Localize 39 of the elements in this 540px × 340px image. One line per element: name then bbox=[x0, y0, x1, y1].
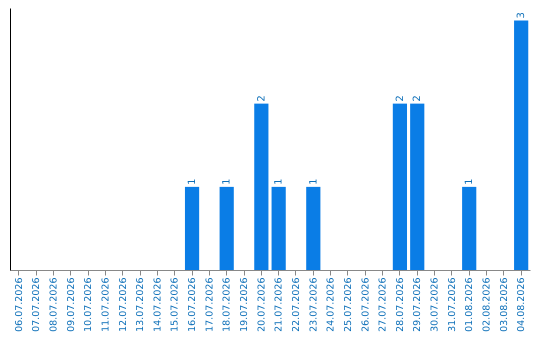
data-label: 1 bbox=[274, 178, 285, 185]
x-tick-label: 16.07.2026 bbox=[187, 278, 198, 332]
x-tick-label: 23.07.2026 bbox=[308, 278, 320, 332]
x-tick-label: 03.08.2026 bbox=[498, 278, 510, 332]
x-tick-label: 29.07.2026 bbox=[412, 278, 424, 332]
x-tick-label: 12.07.2026 bbox=[118, 278, 129, 332]
x-tick-label: 17.07.2026 bbox=[204, 278, 216, 332]
x-tick-label: 19.07.2026 bbox=[239, 278, 250, 332]
data-label: 2 bbox=[394, 95, 406, 102]
x-tick-label: 26.07.2026 bbox=[360, 278, 372, 332]
x-tick-label: 27.07.2026 bbox=[378, 278, 389, 332]
x-tick-label: 31.07.2026 bbox=[446, 278, 458, 332]
x-tick-label: 02.08.2026 bbox=[482, 278, 493, 332]
x-tick-label: 18.07.2026 bbox=[222, 278, 233, 332]
x-tick-label: 20.07.2026 bbox=[256, 278, 268, 332]
x-tick-label: 15.07.2026 bbox=[170, 278, 181, 332]
x-tick-label: 09.07.2026 bbox=[66, 278, 77, 332]
data-label: 1 bbox=[308, 178, 320, 185]
data-label: 3 bbox=[516, 12, 528, 18]
data-label: 1 bbox=[464, 178, 476, 185]
data-label: 2 bbox=[412, 95, 424, 102]
x-tick-label: 30.07.2026 bbox=[430, 278, 441, 332]
x-tick-label: 06.07.2026 bbox=[14, 278, 25, 332]
x-tick-label: 22.07.2026 bbox=[290, 278, 302, 332]
x-tick-label: 07.07.2026 bbox=[31, 278, 42, 332]
data-label: 1 bbox=[187, 178, 198, 185]
x-tick-label: 21.07.2026 bbox=[274, 278, 285, 332]
x-tick-label: 11.07.2026 bbox=[100, 278, 112, 332]
x-tick-label: 01.08.2026 bbox=[464, 278, 476, 332]
x-tick-label: 04.08.2026 bbox=[516, 278, 528, 332]
x-tick-label: 13.07.2026 bbox=[135, 278, 146, 332]
x-tick-label: 28.07.2026 bbox=[394, 278, 406, 332]
x-tick-label: 08.07.2026 bbox=[48, 278, 60, 332]
data-label: 2 bbox=[256, 95, 268, 102]
x-tick-label: 24.07.2026 bbox=[326, 278, 337, 332]
x-tick-label: 14.07.2026 bbox=[152, 278, 164, 332]
x-tick-label: 10.07.2026 bbox=[83, 278, 94, 332]
data-label: 1 bbox=[222, 178, 233, 185]
x-tick-label: 25.07.2026 bbox=[342, 278, 354, 332]
